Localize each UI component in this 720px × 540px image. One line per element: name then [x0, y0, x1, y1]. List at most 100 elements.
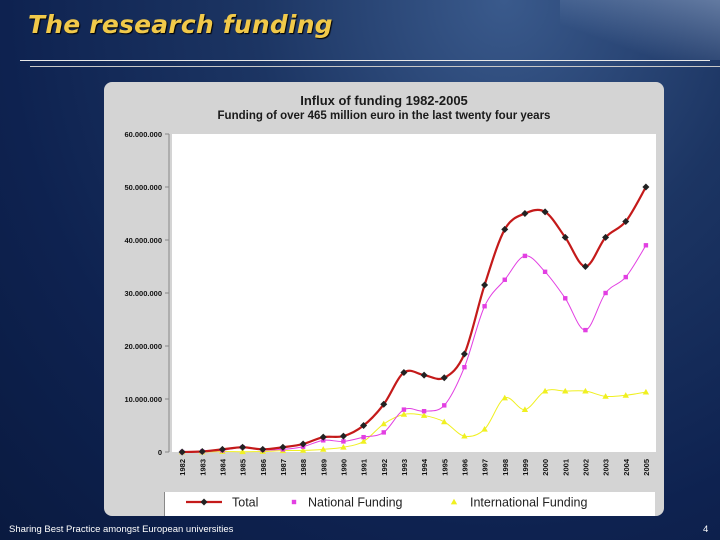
point-international — [642, 388, 650, 395]
x-tick-label: 2005 — [642, 459, 651, 476]
title-rule-top — [20, 60, 710, 61]
point-national — [421, 408, 427, 414]
x-tick-label: 1985 — [239, 459, 248, 476]
point-national — [341, 439, 346, 444]
point-total — [339, 432, 347, 440]
point-total — [541, 208, 549, 216]
point-total — [622, 217, 630, 225]
point-total — [460, 350, 468, 358]
point-international — [501, 394, 508, 401]
legend-marker-total — [200, 498, 208, 506]
funding-line-chart: 0 10.000.000 20.000.000 30.000.000 40.000.00… — [124, 130, 656, 510]
y-tick-label: 20.000.000 — [124, 342, 162, 351]
point-international — [441, 418, 448, 425]
point-total — [178, 448, 186, 456]
legend-box — [164, 492, 655, 516]
point-national — [381, 430, 386, 435]
y-tick-label: 10.000.000 — [124, 395, 162, 404]
point-national — [462, 365, 467, 370]
y-tick-label: 30.000.000 — [124, 289, 162, 298]
legend-label-national: National Funding — [308, 496, 403, 510]
corner-glow — [560, 0, 720, 60]
x-tick-label: 1991 — [360, 459, 369, 476]
point-national — [361, 434, 366, 440]
x-tick-label: 1993 — [400, 459, 409, 476]
x-tick-label: 1992 — [380, 459, 389, 476]
x-tick-label: 1988 — [299, 459, 308, 476]
point-total — [299, 440, 307, 448]
point-international — [320, 446, 327, 452]
point-total — [561, 233, 569, 241]
point-international — [239, 448, 246, 455]
point-total — [481, 281, 489, 289]
point-national — [502, 277, 507, 282]
x-tick-label: 2002 — [581, 459, 590, 476]
x-tick-label: 1986 — [259, 459, 268, 476]
x-tick-label: 1995 — [440, 459, 449, 476]
x-tick-label: 1983 — [198, 459, 207, 476]
point-total — [602, 233, 610, 241]
point-international — [562, 387, 569, 394]
page-number: 4 — [703, 524, 709, 535]
y-tick-label: 0 — [158, 448, 162, 457]
point-total — [501, 225, 509, 233]
y-tick-label: 40.000.000 — [124, 236, 162, 245]
point-total — [380, 400, 388, 408]
legend-marker-national — [291, 499, 297, 505]
point-total — [440, 374, 448, 382]
point-national — [563, 296, 568, 301]
point-international — [582, 387, 589, 394]
legend-marker-international — [450, 498, 458, 505]
point-total — [420, 371, 428, 379]
point-international — [380, 420, 387, 427]
title-rule-bottom — [30, 66, 720, 67]
point-total — [581, 263, 589, 270]
x-tick-label: 2004 — [622, 458, 631, 476]
point-total — [521, 210, 529, 217]
slide-title: The research funding — [28, 10, 333, 39]
point-international — [481, 426, 488, 432]
x-tick-label: 1997 — [481, 459, 490, 476]
plot-area — [172, 134, 656, 452]
point-total — [400, 369, 408, 376]
point-total — [360, 422, 368, 429]
x-tick-label: 1998 — [501, 459, 510, 476]
x-tick-label: 1982 — [178, 459, 187, 476]
x-tick-label: 1999 — [521, 459, 530, 476]
y-tick-label: 60.000.000 — [124, 130, 162, 139]
point-international — [461, 432, 468, 439]
x-tick-label: 1984 — [218, 458, 227, 476]
point-total — [239, 443, 247, 451]
point-national — [522, 253, 528, 259]
footer-text: Sharing Best Practice amongst European u… — [9, 524, 234, 535]
point-international — [521, 406, 529, 412]
point-national — [442, 403, 447, 408]
point-international — [400, 411, 408, 417]
x-tick-label: 1994 — [420, 458, 429, 476]
point-total — [198, 447, 206, 455]
point-national — [583, 327, 588, 333]
point-international — [299, 447, 307, 453]
point-total — [279, 443, 287, 451]
point-national — [603, 290, 608, 296]
point-total — [259, 445, 267, 453]
point-total — [642, 183, 650, 191]
point-national — [482, 304, 487, 309]
x-tick-label: 1989 — [319, 459, 328, 476]
chart-title: Influx of funding 1982-2005 — [300, 93, 468, 108]
point-international — [541, 387, 549, 394]
x-tick-label: 2003 — [602, 459, 611, 476]
point-national — [623, 274, 628, 280]
point-international — [420, 412, 428, 418]
x-tick-label: 2001 — [561, 459, 570, 476]
x-tick-label: 2000 — [541, 459, 550, 476]
point-national — [401, 407, 407, 412]
point-international — [602, 393, 609, 399]
point-total — [319, 433, 327, 441]
point-international — [622, 392, 629, 398]
x-tick-label: 1990 — [339, 459, 348, 476]
x-tick-label: 1996 — [460, 459, 469, 476]
y-tick-label: 50.000.000 — [124, 183, 162, 192]
point-national — [542, 269, 548, 274]
point-total — [218, 445, 226, 453]
